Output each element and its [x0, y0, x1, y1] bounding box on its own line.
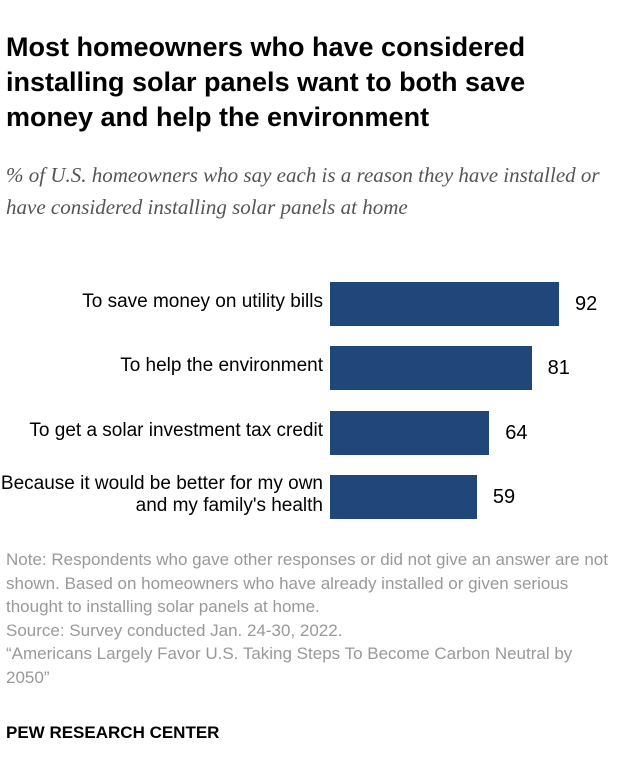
- notes: Note: Respondents who gave other respons…: [6, 548, 616, 689]
- bar: [330, 346, 532, 391]
- chart-subtitle: % of U.S. homeowners who say each is a r…: [6, 163, 600, 219]
- data-label: 64: [505, 421, 528, 444]
- pew-logo: PEW RESEARCH CENTER: [6, 723, 220, 742]
- data-label: 59: [492, 485, 516, 508]
- data-label: 92: [575, 293, 598, 315]
- bar: [330, 474, 477, 519]
- category-label: Because it would be better for my own an…: [0, 472, 323, 516]
- data-label: 81: [547, 357, 570, 380]
- bar: [330, 410, 490, 455]
- category-label: To save money on utility bills: [82, 291, 323, 312]
- category-label: To help the environment: [120, 355, 323, 377]
- bar: [330, 282, 559, 326]
- source-text: Source: Survey conducted Jan. 24-30, 202…: [6, 620, 343, 640]
- note-text: Note: Respondents who gave other respons…: [6, 550, 608, 616]
- report-title: “Americans Largely Favor U.S. Taking Ste…: [6, 644, 573, 687]
- chart-title: Most homeowners who have considered inst…: [6, 32, 526, 132]
- category-label: To get a solar investment tax credit: [29, 419, 323, 441]
